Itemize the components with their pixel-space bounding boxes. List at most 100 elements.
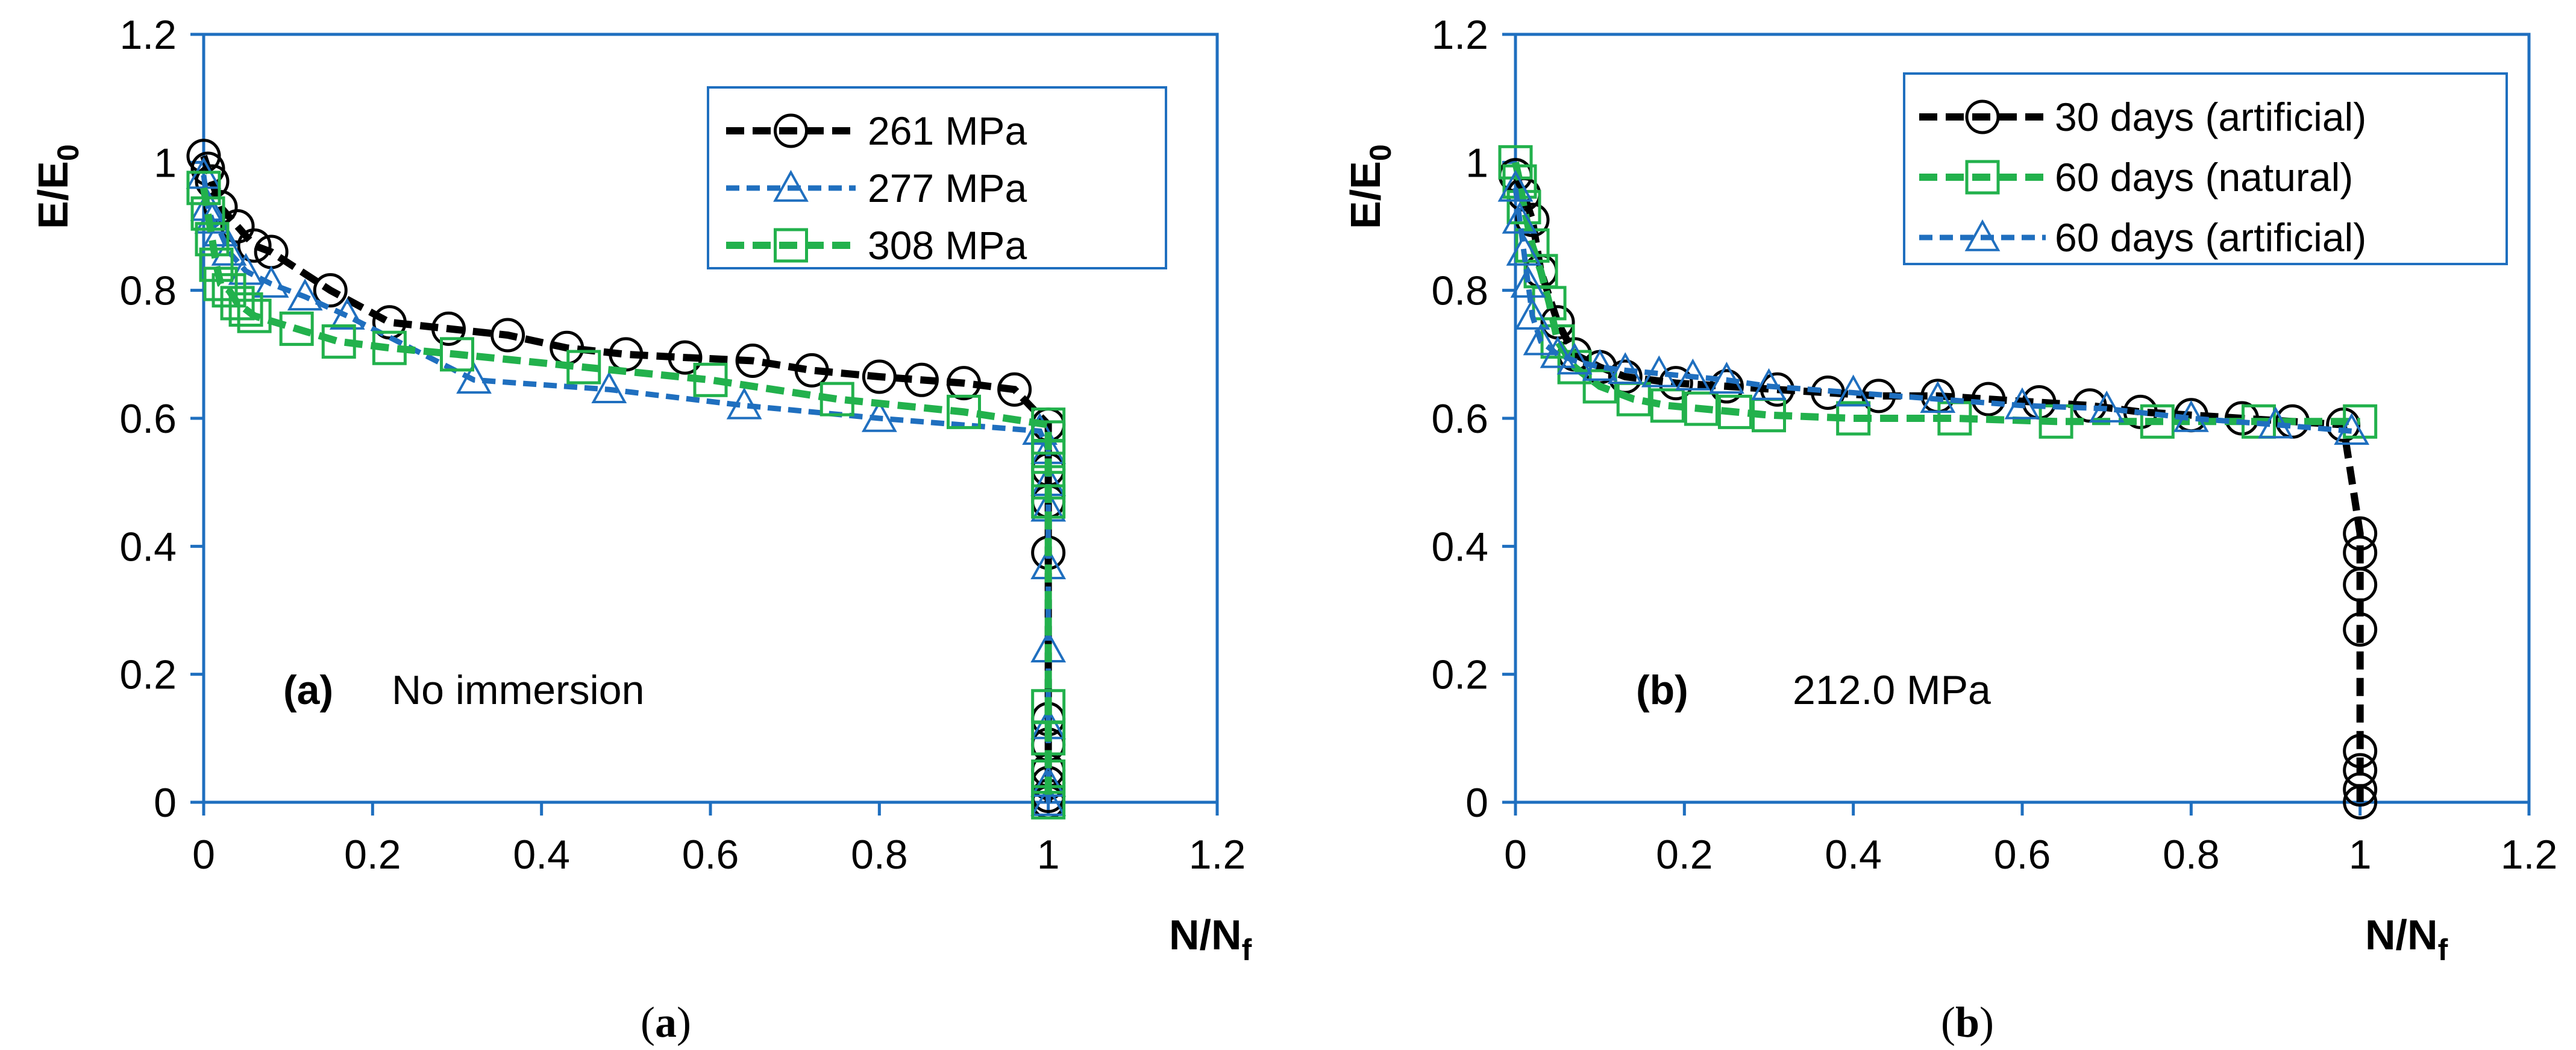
- data-point: [2343, 516, 2378, 551]
- data-point: [2343, 612, 2378, 647]
- legend-label: 277 MPa: [868, 166, 1027, 210]
- data-point: [947, 394, 981, 429]
- y-tick-label: 0.2: [1431, 652, 1488, 698]
- x-tick-label: 0.4: [513, 832, 570, 878]
- data-point: [1031, 785, 1066, 820]
- data-point: [1835, 374, 1872, 407]
- x-axis-title: N/Nf: [1169, 911, 1252, 967]
- data-point: [2089, 390, 2125, 423]
- y-tick-label: 0.4: [1431, 524, 1488, 570]
- legend-label: 30 days (artificial): [2055, 95, 2366, 139]
- data-point: [1502, 164, 1537, 199]
- data-point: [1684, 391, 1719, 426]
- data-point: [1650, 388, 1685, 423]
- x-tick-label: 0.2: [344, 832, 401, 878]
- data-point: [321, 324, 356, 359]
- data-point: [726, 387, 762, 420]
- data-point: [2343, 772, 2378, 807]
- x-axis-title: N/Nf: [2365, 911, 2448, 967]
- data-point: [1031, 420, 1066, 455]
- data-point: [1607, 352, 1643, 385]
- data-point: [668, 340, 703, 375]
- data-point: [1031, 439, 1066, 474]
- legend-label: 261 MPa: [868, 108, 1027, 153]
- data-point: [566, 350, 601, 385]
- data-point: [431, 311, 466, 346]
- panel-b: 0 0.2 0.4 0.6 0.8 1 1.2 0 0.2 0.4 0.6 0.8 1 1.2 30 da…: [1342, 12, 2557, 1046]
- data-point: [1717, 394, 1752, 429]
- data-point: [253, 265, 289, 298]
- legend-marker: [773, 169, 809, 202]
- data-point: [490, 318, 525, 353]
- data-point: [1556, 342, 1593, 375]
- x-tick-label: 0.6: [1994, 832, 2051, 878]
- data-point: [456, 362, 492, 394]
- data-point: [1515, 228, 1550, 263]
- data-point: [1515, 203, 1550, 237]
- data-point: [313, 273, 348, 308]
- x-tick-label: 0.8: [2163, 832, 2220, 878]
- data-point: [2334, 413, 2370, 445]
- data-point: [1031, 721, 1066, 756]
- data-point: [220, 209, 255, 244]
- data-point: [1709, 369, 1744, 404]
- legend-marker: [1965, 99, 2000, 134]
- y-axis-title: E/E0: [30, 144, 85, 229]
- y-tick-label: 0.4: [119, 524, 177, 570]
- data-point: [2343, 785, 2378, 820]
- data-point: [1506, 190, 1541, 225]
- legend-label: 60 days (natural): [2055, 155, 2353, 200]
- legend-marker: [774, 228, 808, 263]
- panel-a: 0 0.2 0.4 0.6 0.8 1 1.2 0 0.2 0.4 0.6 0.8 1 1.2 261 M…: [30, 12, 1252, 1046]
- data-point: [440, 337, 474, 372]
- data-point: [591, 371, 627, 404]
- panel-annotation: 212.0 MPa: [1793, 667, 1991, 713]
- y-tick-label: 0: [154, 780, 177, 826]
- y-tick-label: 0.8: [1431, 268, 1488, 314]
- data-point: [199, 247, 234, 282]
- data-point: [997, 372, 1032, 407]
- data-point: [1498, 145, 1533, 180]
- data-point: [1030, 784, 1067, 816]
- x-tick-label: 0.6: [682, 832, 739, 878]
- data-point: [1582, 369, 1617, 404]
- caption-b: (b): [1941, 998, 1994, 1046]
- legend-marker: [774, 113, 808, 148]
- data-point: [287, 278, 323, 311]
- legend-box: [1903, 72, 2508, 265]
- panel-label: (b): [1636, 667, 1688, 713]
- data-point: [1510, 265, 1546, 298]
- y-tick-label: 1: [1465, 140, 1488, 186]
- data-point: [1540, 336, 1576, 368]
- data-point: [2004, 387, 2040, 420]
- data-point: [2343, 734, 2378, 769]
- data-point: [372, 305, 407, 340]
- data-point: [2173, 400, 2209, 432]
- y-axis-title: E/E0: [1342, 144, 1397, 229]
- x-tick-label: 0: [192, 832, 215, 878]
- data-point: [1523, 323, 1559, 356]
- x-tick-label: 0.8: [851, 832, 908, 878]
- data-point: [1641, 355, 1677, 388]
- x-tick-label: 1: [2349, 832, 2372, 878]
- data-point: [947, 366, 981, 401]
- y-tick-label: 1.2: [1431, 12, 1488, 58]
- data-point: [1514, 298, 1550, 330]
- data-point: [861, 400, 897, 432]
- data-point: [190, 196, 225, 231]
- y-tick-label: 0.6: [119, 396, 177, 442]
- data-point: [819, 382, 854, 417]
- data-point: [372, 330, 407, 365]
- data-point: [195, 222, 230, 257]
- data-point: [2343, 404, 2378, 439]
- data-point: [2343, 567, 2378, 602]
- x-tick-label: 0.2: [1656, 832, 1713, 878]
- x-tick-label: 0.4: [1825, 832, 1882, 878]
- y-tick-label: 0.6: [1431, 396, 1488, 442]
- data-point: [1030, 765, 1067, 797]
- data-point: [237, 228, 272, 263]
- data-point: [862, 359, 897, 394]
- panel-label: (a): [283, 667, 333, 713]
- data-point: [735, 343, 770, 378]
